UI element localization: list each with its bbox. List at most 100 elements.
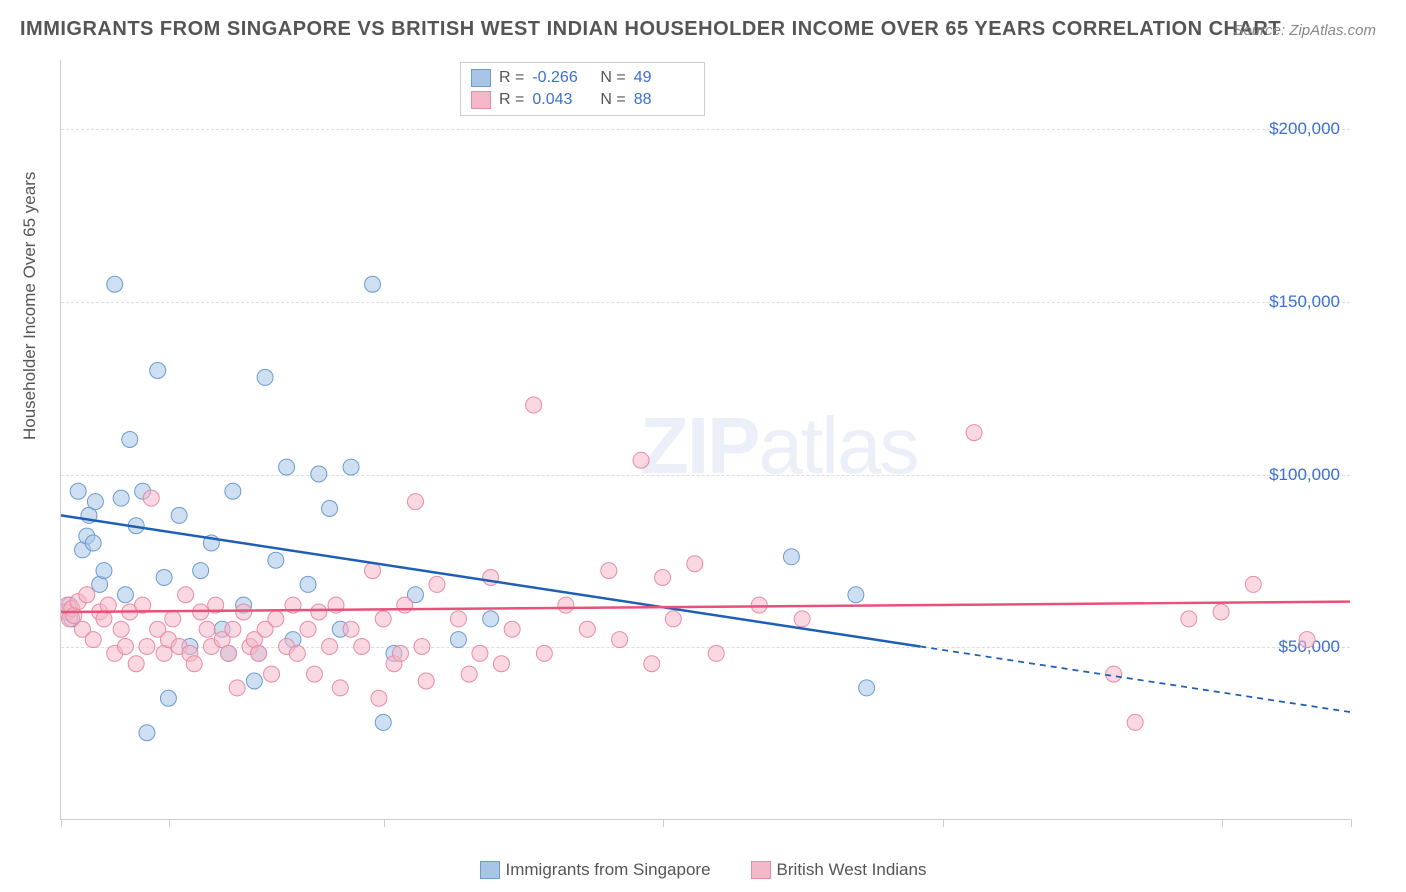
legend-swatch bbox=[480, 861, 500, 879]
data-point bbox=[536, 645, 552, 661]
legend-stat-row: R =0.043N =88 bbox=[471, 89, 694, 111]
data-point bbox=[665, 611, 681, 627]
n-label: N = bbox=[600, 91, 625, 109]
data-point bbox=[1245, 576, 1261, 592]
legend-swatch bbox=[471, 69, 491, 87]
data-point bbox=[354, 639, 370, 655]
data-point bbox=[150, 363, 166, 379]
legend-label: Immigrants from Singapore bbox=[506, 860, 711, 880]
data-point bbox=[79, 587, 95, 603]
data-point bbox=[300, 621, 316, 637]
data-point bbox=[246, 673, 262, 689]
data-point bbox=[601, 563, 617, 579]
data-point bbox=[311, 604, 327, 620]
data-point bbox=[655, 570, 671, 586]
plot-area: $50,000$100,000$150,000$200,000 bbox=[60, 60, 1350, 820]
data-point bbox=[128, 656, 144, 672]
y-axis-label: Householder Income Over 65 years bbox=[20, 172, 40, 440]
data-point bbox=[268, 611, 284, 627]
legend-swatch bbox=[471, 91, 491, 109]
data-point bbox=[139, 639, 155, 655]
chart-title: IMMIGRANTS FROM SINGAPORE VS BRITISH WES… bbox=[20, 18, 1281, 41]
legend-series: Immigrants from Singapore British West In… bbox=[0, 860, 1406, 884]
data-point bbox=[687, 556, 703, 572]
data-point bbox=[414, 639, 430, 655]
legend-item: British West Indians bbox=[751, 860, 927, 880]
data-point bbox=[783, 549, 799, 565]
data-point bbox=[558, 597, 574, 613]
x-tick bbox=[663, 819, 664, 827]
data-point bbox=[461, 666, 477, 682]
data-point bbox=[343, 621, 359, 637]
data-point bbox=[1181, 611, 1197, 627]
data-point bbox=[311, 466, 327, 482]
data-point bbox=[371, 690, 387, 706]
data-point bbox=[612, 632, 628, 648]
data-point bbox=[859, 680, 875, 696]
n-label: N = bbox=[600, 69, 625, 87]
data-point bbox=[264, 666, 280, 682]
data-point bbox=[186, 656, 202, 672]
data-point bbox=[225, 483, 241, 499]
regression-line bbox=[61, 602, 1350, 612]
data-point bbox=[257, 369, 273, 385]
data-point bbox=[493, 656, 509, 672]
data-point bbox=[107, 276, 123, 292]
data-point bbox=[122, 432, 138, 448]
data-point bbox=[113, 490, 129, 506]
data-point bbox=[483, 570, 499, 586]
data-point bbox=[139, 725, 155, 741]
r-label: R = bbox=[499, 69, 524, 87]
data-point bbox=[178, 587, 194, 603]
data-point bbox=[117, 587, 133, 603]
data-point bbox=[236, 604, 252, 620]
data-point bbox=[504, 621, 520, 637]
data-point bbox=[225, 621, 241, 637]
x-tick bbox=[384, 819, 385, 827]
data-point bbox=[300, 576, 316, 592]
data-point bbox=[407, 494, 423, 510]
data-point bbox=[160, 690, 176, 706]
data-point bbox=[848, 587, 864, 603]
data-point bbox=[429, 576, 445, 592]
legend-swatch bbox=[751, 861, 771, 879]
data-point bbox=[332, 680, 348, 696]
data-point bbox=[392, 645, 408, 661]
data-point bbox=[87, 494, 103, 510]
data-point bbox=[193, 563, 209, 579]
data-point bbox=[375, 611, 391, 627]
data-point bbox=[156, 570, 172, 586]
regression-line-extrapolated bbox=[920, 647, 1350, 713]
data-point bbox=[322, 501, 338, 517]
data-point bbox=[633, 452, 649, 468]
data-point bbox=[343, 459, 359, 475]
data-point bbox=[526, 397, 542, 413]
x-tick bbox=[1351, 819, 1352, 827]
data-point bbox=[1106, 666, 1122, 682]
data-point bbox=[70, 483, 86, 499]
n-value: 49 bbox=[634, 69, 694, 87]
data-point bbox=[418, 673, 434, 689]
data-point bbox=[143, 490, 159, 506]
n-value: 88 bbox=[634, 91, 694, 109]
data-point bbox=[472, 645, 488, 661]
x-tick bbox=[1222, 819, 1223, 827]
legend-stats: R =-0.266N =49R =0.043N =88 bbox=[460, 62, 705, 116]
data-point bbox=[794, 611, 810, 627]
data-point bbox=[1213, 604, 1229, 620]
data-point bbox=[113, 621, 129, 637]
legend-stat-row: R =-0.266N =49 bbox=[471, 67, 694, 89]
data-point bbox=[307, 666, 323, 682]
r-value: 0.043 bbox=[532, 91, 592, 109]
data-point bbox=[450, 632, 466, 648]
data-point bbox=[579, 621, 595, 637]
x-tick bbox=[61, 819, 62, 827]
data-point bbox=[165, 611, 181, 627]
data-point bbox=[375, 714, 391, 730]
data-point bbox=[268, 552, 284, 568]
data-point bbox=[229, 680, 245, 696]
legend-label: British West Indians bbox=[777, 860, 927, 880]
data-point bbox=[365, 276, 381, 292]
data-point bbox=[751, 597, 767, 613]
data-point bbox=[85, 535, 101, 551]
